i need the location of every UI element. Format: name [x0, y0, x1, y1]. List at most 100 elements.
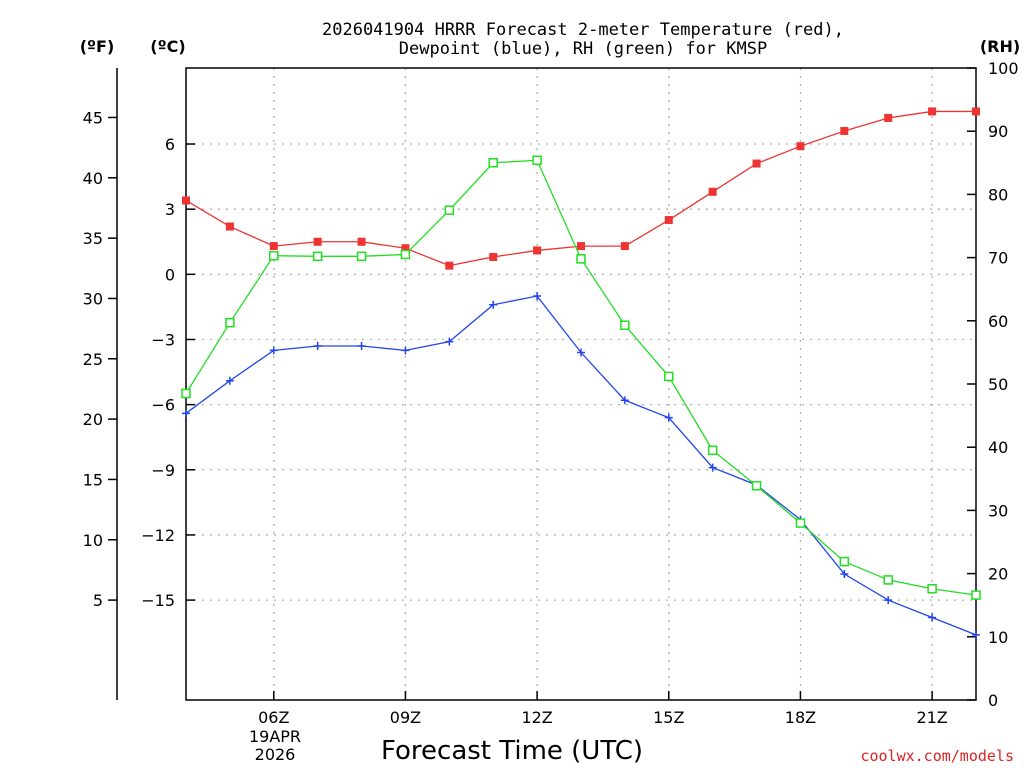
data-point-temperature [928, 107, 937, 116]
data-point-rh [312, 251, 323, 262]
grid-lines [186, 68, 976, 700]
x-tick-label: 09Z [390, 708, 421, 727]
tick-labels: 45403530252015105630−3−6−9−12−1510090807… [83, 59, 1019, 727]
data-point-dewpoint [225, 376, 234, 385]
data-point-temperature [577, 242, 585, 251]
data-point-temperature [401, 244, 410, 253]
chart-title-line2: Dewpoint (blue), RH (green) for KMSP [399, 39, 767, 59]
celsius-tick-label: −9 [151, 461, 175, 480]
data-point-temperature [445, 261, 454, 270]
data-point-temperature [796, 142, 805, 151]
data-point-temperature [884, 113, 893, 122]
series-line-dewpoint [185, 295, 977, 636]
x-tick-label: 21Z [916, 708, 947, 727]
data-point-dewpoint [269, 346, 278, 355]
rh-tick-label: 10 [988, 628, 1008, 647]
data-point-rh [269, 250, 279, 261]
data-point-dewpoint [533, 292, 542, 301]
series-temperature [182, 107, 980, 270]
data-point-rh [795, 518, 806, 528]
data-point-dewpoint [357, 341, 366, 350]
fahrenheit-unit-label: (ºF) [80, 37, 115, 56]
data-point-temperature [972, 107, 980, 116]
data-point-rh [664, 371, 674, 382]
data-point-dewpoint [928, 613, 937, 622]
data-point-rh [971, 590, 981, 600]
data-point-dewpoint [489, 300, 498, 309]
series-rh [181, 155, 981, 600]
data-point-temperature [313, 237, 322, 246]
date-label-year: 2026 [255, 745, 296, 764]
data-point-rh [751, 481, 762, 491]
x-axis-title: Forecast Time (UTC) [381, 736, 643, 766]
data-point-temperature [664, 216, 673, 225]
rh-tick-label: 100 [988, 59, 1019, 78]
data-point-rh [181, 388, 191, 399]
fahrenheit-tick-label: 40 [83, 169, 103, 188]
data-point-rh [839, 556, 850, 567]
data-point-dewpoint [577, 348, 585, 357]
rh-tick-label: 30 [988, 501, 1008, 520]
series-line-rh [185, 159, 977, 596]
celsius-unit-label: (ºC) [150, 37, 185, 56]
data-point-dewpoint [313, 341, 322, 350]
celsius-tick-label: −12 [141, 526, 175, 545]
fahrenheit-tick-label: 35 [83, 229, 103, 248]
data-point-rh [707, 445, 718, 456]
data-point-temperature [269, 242, 278, 251]
celsius-tick-label: −15 [141, 591, 175, 610]
chart-title-line1: 2026041904 HRRR Forecast 2-meter Tempera… [322, 20, 844, 40]
x-tick-label: 18Z [785, 708, 816, 727]
fahrenheit-tick-label: 25 [83, 350, 103, 369]
data-point-temperature [489, 252, 498, 261]
x-tick-label: 15Z [653, 708, 684, 727]
data-point-dewpoint [182, 409, 190, 418]
data-point-temperature [620, 242, 629, 251]
data-point-rh [620, 320, 630, 330]
rh-tick-label: 60 [988, 312, 1008, 331]
celsius-tick-label: −6 [151, 396, 175, 415]
date-label-day: 19APR [249, 727, 301, 746]
celsius-tick-label: 3 [165, 200, 175, 219]
rh-tick-label: 20 [988, 565, 1008, 584]
celsius-tick-label: −3 [151, 330, 175, 349]
data-point-rh [883, 575, 893, 585]
rh-tick-label: 0 [988, 691, 998, 710]
series-dewpoint [182, 292, 980, 639]
rh-tick-label: 80 [988, 185, 1008, 204]
x-tick-label: 12Z [521, 708, 552, 727]
data-point-rh [927, 584, 937, 594]
data-point-rh [532, 155, 542, 166]
fahrenheit-tick-label: 10 [83, 531, 103, 550]
data-point-temperature [708, 187, 717, 196]
data-point-dewpoint [972, 630, 980, 639]
axes [108, 67, 977, 701]
data-point-temperature [182, 196, 190, 205]
fahrenheit-tick-label: 20 [83, 410, 103, 429]
data-point-temperature [840, 126, 849, 135]
data-point-rh [356, 251, 367, 262]
celsius-tick-label: 0 [165, 265, 175, 284]
rh-tick-label: 50 [988, 375, 1008, 394]
plot-frame [185, 67, 977, 701]
data-point-rh [444, 205, 455, 215]
data-point-dewpoint [620, 396, 629, 405]
data-point-rh [576, 254, 586, 264]
series-layer [181, 107, 981, 639]
data-point-temperature [225, 222, 234, 231]
rh-tick-label: 70 [988, 249, 1008, 268]
data-point-rh [488, 158, 498, 168]
data-point-temperature [533, 246, 542, 255]
celsius-tick-label: 6 [165, 135, 175, 154]
data-point-rh [225, 317, 235, 328]
fahrenheit-tick-label: 45 [83, 108, 103, 127]
data-point-rh [400, 249, 411, 260]
x-tick-label: 06Z [258, 708, 289, 727]
data-point-dewpoint [840, 570, 849, 579]
fahrenheit-tick-label: 30 [83, 289, 103, 308]
fahrenheit-tick-label: 5 [93, 591, 103, 610]
data-point-dewpoint [401, 346, 410, 355]
data-point-temperature [752, 159, 761, 168]
data-point-dewpoint [445, 337, 454, 346]
